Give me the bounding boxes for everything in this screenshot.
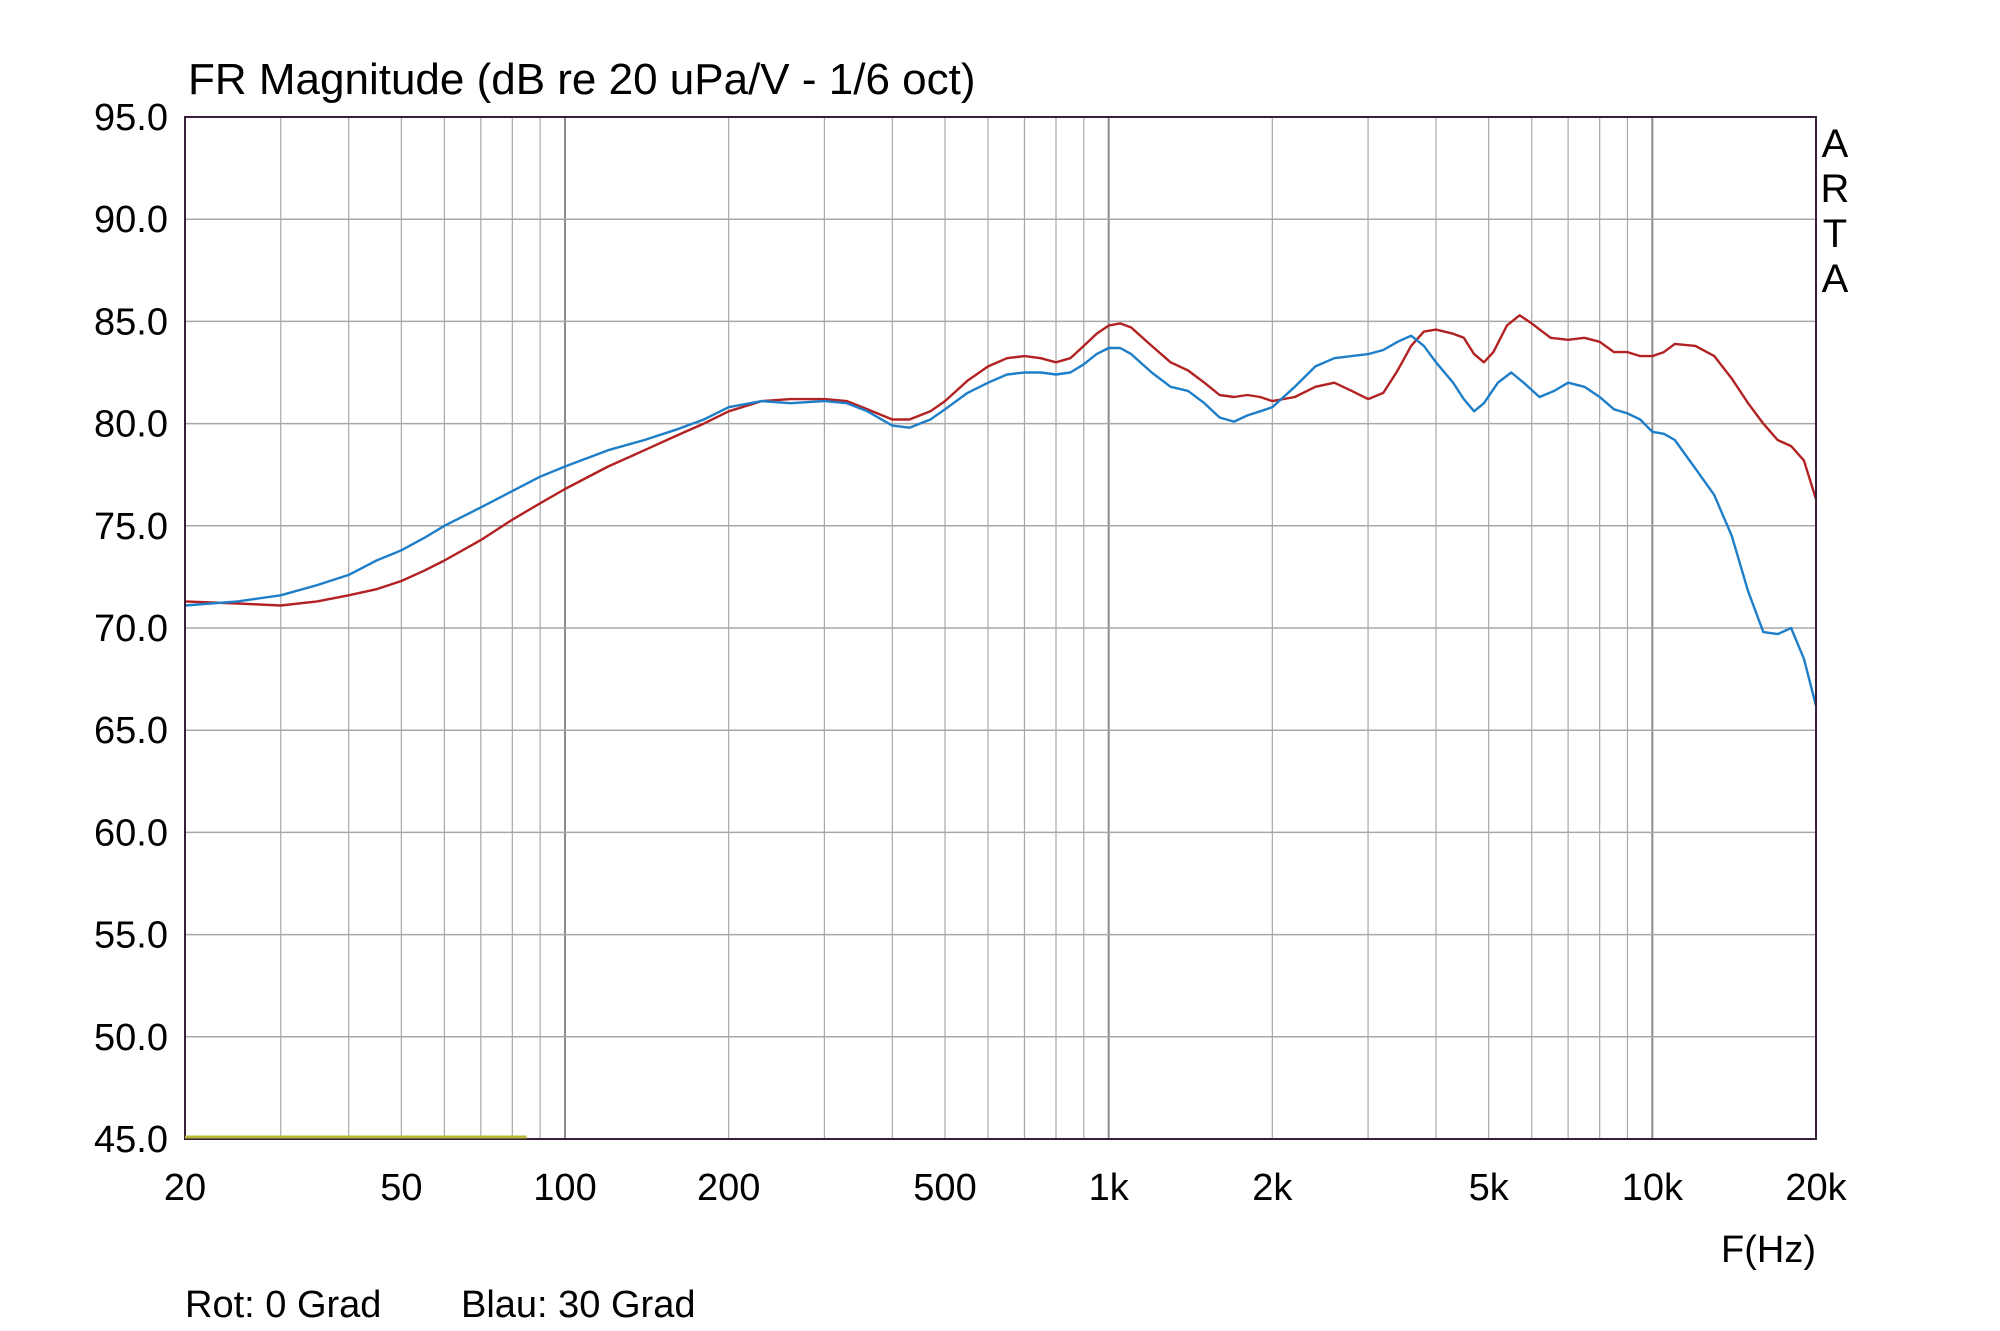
- x-tick-label: 500: [913, 1167, 976, 1209]
- y-tick-label: 60.0: [94, 812, 168, 854]
- plot-frame: [184, 116, 1817, 1140]
- y-tick-label: 80.0: [94, 404, 168, 446]
- y-tick-label: 65.0: [94, 710, 168, 752]
- watermark-letter: R: [1821, 167, 1850, 211]
- x-tick-label: 20: [164, 1167, 206, 1209]
- y-tick-label: 75.0: [94, 506, 168, 548]
- data-series: [184, 314, 1818, 706]
- x-tick-label: 10k: [1622, 1167, 1684, 1209]
- y-tick-label: 45.0: [94, 1119, 168, 1161]
- x-tick-label: 50: [380, 1167, 422, 1209]
- y-tick-label: 55.0: [94, 915, 168, 957]
- y-axis-tick-labels: 95.0 90.0 85.0 80.0 75.0 70.0 65.0 60.0 55.0 50.0…: [94, 97, 168, 1161]
- x-axis-label: F(Hz): [1721, 1229, 1816, 1271]
- legend-blue-label: Blau: 30 Grad: [461, 1284, 695, 1326]
- x-tick-label: 2k: [1252, 1167, 1293, 1209]
- grid-lines: [184, 117, 1816, 1139]
- y-tick-label: 95.0: [94, 97, 168, 139]
- x-tick-label: 1k: [1089, 1167, 1130, 1209]
- y-tick-label: 70.0: [94, 608, 168, 650]
- x-tick-label: 100: [533, 1167, 596, 1209]
- x-axis-tick-labels: 20 50 100 200 500 1k 2k 5k 10k 20k: [164, 1167, 1848, 1209]
- y-tick-label: 90.0: [94, 199, 168, 241]
- y-tick-label: 85.0: [94, 301, 168, 343]
- x-tick-label: 5k: [1469, 1167, 1510, 1209]
- x-tick-label: 20k: [1785, 1167, 1847, 1209]
- watermark-letter: A: [1822, 122, 1849, 166]
- watermark-letter: A: [1822, 257, 1849, 301]
- watermark-letter: T: [1823, 212, 1847, 256]
- series-line-red: [184, 314, 1818, 607]
- y-tick-label: 50.0: [94, 1017, 168, 1059]
- series-line-blue: [184, 334, 1818, 706]
- legend-red-label: Rot: 0 Grad: [185, 1284, 381, 1326]
- chart-title: FR Magnitude (dB re 20 uPa/V - 1/6 oct): [188, 55, 976, 104]
- x-tick-label: 200: [697, 1167, 760, 1209]
